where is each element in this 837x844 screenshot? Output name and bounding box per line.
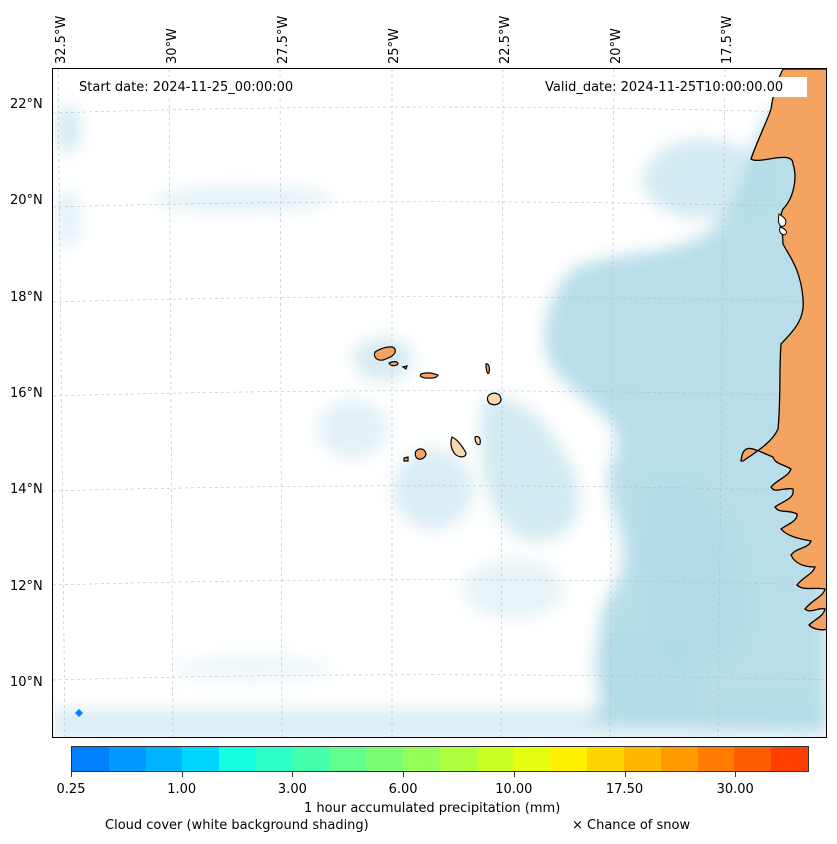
snow-legend: × Chance of snow — [572, 818, 691, 833]
colorbar-tick — [513, 772, 515, 777]
colorbar-tick-label: 10.00 — [495, 782, 533, 797]
lat-label-22n: 22°N — [10, 97, 43, 112]
cloud-cover-layer — [53, 99, 826, 737]
colorbar-segment — [108, 747, 146, 771]
cape-verde-islands — [373, 346, 502, 462]
colorbar-segment — [72, 747, 109, 771]
island-boa-vista — [486, 392, 502, 406]
colorbar-tick — [735, 772, 737, 777]
cloud-band-1 — [480, 397, 580, 541]
valid-date-label: Valid_date: 2024-11-25T10:00:00.00 — [539, 79, 790, 96]
colorbar-segment — [771, 747, 808, 771]
colorbar-tick — [403, 772, 405, 777]
lon-label-17-5w: 17.5°W — [720, 15, 735, 64]
cloud-patch-center — [318, 399, 388, 459]
colorbar-segment — [513, 747, 551, 771]
colorbar-tick-label: 30.00 — [716, 782, 754, 797]
island-santiago — [450, 436, 467, 458]
precipitation-colorbar — [71, 746, 809, 772]
precip-marker — [75, 709, 83, 717]
colorbar-tick — [181, 772, 183, 777]
colorbar-tick — [624, 772, 626, 777]
colorbar-segment — [219, 747, 256, 771]
cloud-patch-nw — [56, 104, 80, 154]
colorbar-segment — [145, 747, 183, 771]
colorbar-tick — [292, 772, 294, 777]
colorbar-segment — [550, 747, 588, 771]
cloud-patch-se — [463, 559, 563, 619]
cloud-patch-n — [153, 187, 333, 211]
cloud-patch-s — [393, 449, 473, 529]
colorbar-label: 1 hour accumulated precipitation (mm) — [304, 801, 561, 816]
lat-label-10n: 10°N — [10, 675, 43, 690]
map-panel[interactable]: Start date: 2024-11-25_00:00:00 Valid_da… — [52, 68, 827, 738]
lon-label-27-5w: 27.5°W — [276, 15, 291, 64]
colorbar-tick-label: 0.25 — [56, 782, 86, 797]
cloud-band-3 — [592, 627, 703, 713]
coast-inlet-1 — [778, 213, 787, 227]
cloud-patch-ne — [643, 139, 763, 219]
map-canvas — [53, 69, 826, 737]
colorbar-segment — [623, 747, 661, 771]
colorbar-segment — [697, 747, 735, 771]
colorbar-segment — [366, 747, 404, 771]
africa-landmass — [740, 69, 826, 631]
gridlines — [53, 69, 826, 737]
lat-label-16n: 16°N — [10, 386, 43, 401]
colorbar-tick-label: 17.50 — [605, 782, 644, 797]
island-santa-luzia — [401, 365, 408, 370]
cloud-bottom-strip — [53, 709, 826, 737]
lon-label-32-5w: 32.5°W — [54, 15, 69, 64]
colorbar-tick-label: 3.00 — [277, 782, 307, 797]
start-date-label: Start date: 2024-11-25_00:00:00 — [73, 79, 300, 96]
colorbar-segment — [403, 747, 440, 771]
island-sao-nicolau — [419, 372, 439, 379]
cloud-band-2 — [642, 484, 745, 666]
colorbar-segment — [476, 747, 514, 771]
island-santo-antao — [373, 346, 396, 361]
colorbar-segment — [255, 747, 293, 771]
lat-label-14n: 14°N — [10, 482, 43, 497]
cloud-patch-sw — [173, 654, 333, 684]
island-sao-vicente — [388, 361, 399, 367]
colorbar-tick-label: 1.00 — [167, 782, 197, 797]
lat-label-20n: 20°N — [10, 193, 43, 208]
island-brava — [403, 456, 409, 462]
coast-inlet-2 — [779, 226, 788, 236]
lat-label-12n: 12°N — [10, 579, 43, 594]
lon-label-30w: 30°W — [165, 28, 180, 64]
colorbar-segment — [587, 747, 624, 771]
colorbar-segment — [182, 747, 220, 771]
colorbar-segment — [660, 747, 698, 771]
colorbar-segment — [439, 747, 477, 771]
lat-label-18n: 18°N — [10, 290, 43, 305]
cloud-cover-legend: Cloud cover (white background shading) — [105, 818, 369, 833]
colorbar-segment — [329, 747, 367, 771]
island-maio — [474, 435, 481, 446]
colorbar-tick-label: 6.00 — [388, 782, 418, 797]
lon-label-22-5w: 22.5°W — [498, 15, 513, 64]
lon-label-25w: 25°W — [387, 28, 402, 64]
colorbar-tick — [71, 772, 72, 777]
colorbar-segment — [292, 747, 330, 771]
island-fogo — [414, 448, 427, 460]
cloud-patch-w — [58, 189, 78, 249]
island-sal — [485, 363, 490, 374]
cloud-mass-east — [544, 99, 826, 729]
lon-label-20w: 20°W — [609, 28, 624, 64]
colorbar-segment — [734, 747, 772, 771]
